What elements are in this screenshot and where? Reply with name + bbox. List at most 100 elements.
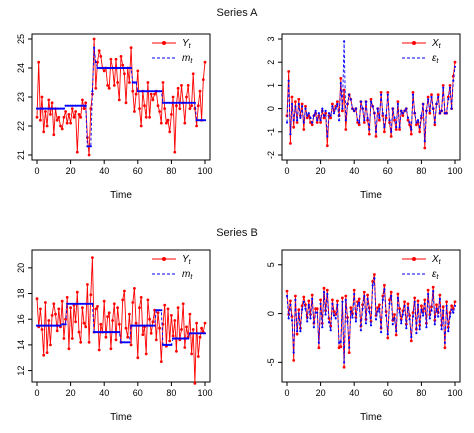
data-point bbox=[84, 101, 88, 105]
data-point bbox=[193, 101, 196, 104]
data-point bbox=[441, 305, 445, 309]
data-point bbox=[133, 287, 136, 290]
x-tick-label: 80 bbox=[416, 388, 426, 398]
data-point bbox=[406, 302, 410, 306]
data-point bbox=[173, 101, 176, 104]
data-point bbox=[138, 107, 141, 110]
data-point bbox=[173, 150, 177, 154]
data-point bbox=[289, 303, 292, 306]
data-point bbox=[322, 114, 326, 117]
data-point bbox=[325, 288, 329, 292]
data-point bbox=[331, 298, 334, 302]
y-tick-label: -5 bbox=[266, 358, 276, 366]
data-point bbox=[366, 293, 369, 297]
data-point bbox=[51, 324, 54, 327]
data-point bbox=[111, 331, 114, 334]
data-point bbox=[430, 309, 433, 312]
data-point bbox=[285, 289, 289, 293]
data-point bbox=[113, 331, 116, 334]
data-point bbox=[304, 104, 307, 108]
data-point bbox=[124, 341, 128, 344]
data-point bbox=[183, 337, 186, 340]
data-point bbox=[116, 306, 119, 310]
data-point bbox=[176, 306, 180, 310]
data-point bbox=[356, 304, 359, 307]
data-point bbox=[74, 320, 77, 324]
data-point bbox=[195, 124, 199, 128]
data-point bbox=[358, 121, 361, 124]
data-point bbox=[314, 311, 317, 314]
data-point bbox=[450, 107, 453, 110]
chart-panel-4: 0 20 40 60 80 100 -5 0 5 Time Xt εt bbox=[266, 249, 463, 423]
data-point bbox=[86, 145, 89, 148]
data-point bbox=[139, 296, 143, 299]
chart-panel-1: 0 20 40 60 80 100 21 22 23 24 25 Time Yt mt bbox=[16, 33, 213, 201]
data-point bbox=[37, 60, 41, 64]
data-point bbox=[339, 340, 342, 343]
data-point bbox=[386, 93, 389, 96]
data-point bbox=[62, 323, 65, 326]
data-point bbox=[396, 102, 399, 106]
data-point bbox=[158, 309, 161, 312]
data-point bbox=[336, 102, 339, 106]
data-point bbox=[59, 107, 62, 110]
x-tick-label: 0 bbox=[34, 388, 39, 398]
data-point bbox=[433, 123, 437, 127]
data-point bbox=[297, 97, 301, 101]
data-point bbox=[311, 297, 314, 300]
data-point bbox=[403, 109, 406, 112]
data-point bbox=[403, 304, 406, 307]
data-point bbox=[448, 315, 452, 318]
data-point bbox=[106, 331, 109, 334]
y-tick-label: 5 bbox=[266, 262, 276, 267]
data-point bbox=[192, 101, 195, 104]
data-point bbox=[62, 337, 66, 340]
data-point bbox=[145, 324, 148, 327]
data-point bbox=[62, 115, 66, 119]
data-point bbox=[196, 104, 200, 108]
data-point bbox=[401, 313, 404, 316]
data-point bbox=[297, 308, 301, 312]
data-point bbox=[150, 324, 153, 327]
data-point bbox=[56, 324, 59, 327]
data-point bbox=[356, 121, 359, 124]
data-point bbox=[175, 101, 178, 104]
data-point bbox=[93, 331, 96, 334]
data-point bbox=[383, 126, 386, 129]
data-point bbox=[82, 104, 86, 107]
data-point bbox=[89, 293, 93, 297]
data-point bbox=[166, 101, 170, 104]
data-point bbox=[39, 307, 42, 311]
data-point bbox=[123, 289, 126, 293]
data-point bbox=[138, 324, 141, 327]
data-point bbox=[96, 305, 99, 308]
data-point bbox=[200, 326, 204, 330]
data-point bbox=[428, 111, 432, 115]
data-point bbox=[99, 55, 103, 58]
data-point bbox=[71, 104, 74, 107]
data-point bbox=[42, 107, 45, 110]
data-point bbox=[368, 310, 371, 313]
data-point bbox=[44, 301, 47, 304]
data-point bbox=[359, 329, 362, 332]
data-point bbox=[436, 93, 440, 97]
data-point bbox=[141, 333, 145, 336]
data-point bbox=[61, 107, 64, 110]
data-point bbox=[396, 100, 400, 103]
data-point bbox=[381, 112, 384, 115]
x-tick-label: 100 bbox=[447, 388, 462, 398]
data-point bbox=[411, 93, 415, 96]
data-point bbox=[180, 101, 183, 104]
data-point bbox=[107, 311, 111, 315]
data-point bbox=[66, 302, 69, 305]
data-point bbox=[118, 66, 121, 70]
legend-marker bbox=[412, 257, 416, 261]
data-point bbox=[79, 340, 83, 344]
data-point bbox=[109, 57, 113, 61]
data-point bbox=[309, 116, 312, 119]
data-point bbox=[453, 304, 457, 307]
data-point bbox=[325, 144, 329, 148]
data-point bbox=[52, 133, 56, 137]
data-point bbox=[435, 102, 438, 106]
data-point bbox=[396, 296, 399, 299]
